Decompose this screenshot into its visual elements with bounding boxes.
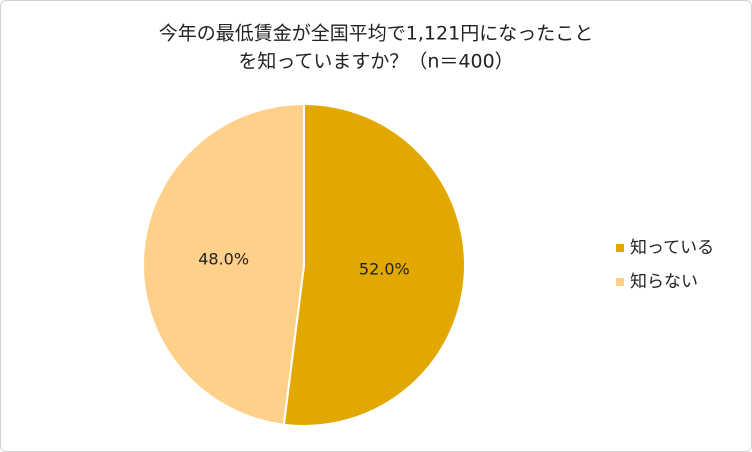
data-label: 48.0% [198, 249, 249, 268]
legend-swatch [616, 244, 624, 252]
legend-swatch [616, 278, 624, 286]
legend-label: 知っている [630, 238, 714, 258]
pie-slice [282, 102, 467, 427]
data-label: 52.0% [359, 260, 410, 279]
pie-slice [142, 102, 305, 426]
chart-title: を知っていますか？（n＝400） [238, 51, 513, 73]
legend-label: 知らない [630, 272, 698, 292]
chart-title: 今年の最低賃金が全国平均で1,121円になったこと [159, 23, 593, 45]
